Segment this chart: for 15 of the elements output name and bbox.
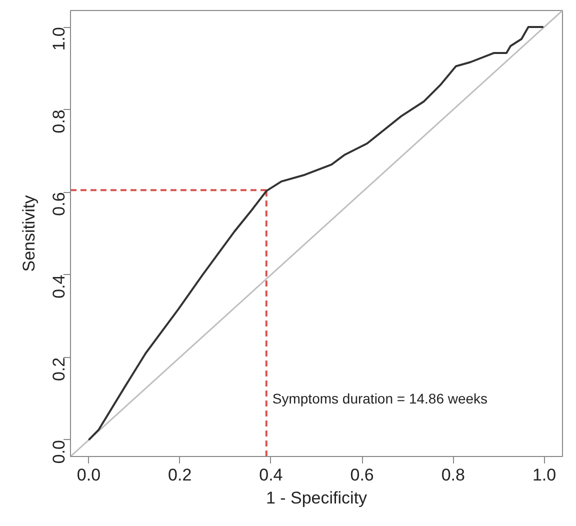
x-tick-label: 0.8 bbox=[441, 466, 465, 484]
x-axis-title: 1 - Specificity bbox=[266, 488, 368, 508]
y-axis-title: Sensitivity bbox=[20, 194, 38, 272]
x-tick-label: 0.0 bbox=[76, 466, 101, 484]
x-tick-label: 0.2 bbox=[168, 466, 192, 484]
y-tick-label: 1.0 bbox=[50, 27, 68, 51]
y-tick-label: 0.0 bbox=[50, 440, 68, 464]
y-tick-label: 0.6 bbox=[50, 192, 68, 216]
annotation: Symptoms duration = 14.86 weeks bbox=[272, 390, 488, 407]
y-tick-label: 0.2 bbox=[50, 357, 68, 382]
x-tick-label: 1.0 bbox=[532, 466, 556, 484]
y-tick-label: 0.4 bbox=[50, 274, 68, 298]
y-tick-label: 0.8 bbox=[50, 110, 68, 134]
x-tick-label: 0.6 bbox=[350, 466, 374, 484]
x-tick-label: 0.4 bbox=[259, 466, 283, 484]
